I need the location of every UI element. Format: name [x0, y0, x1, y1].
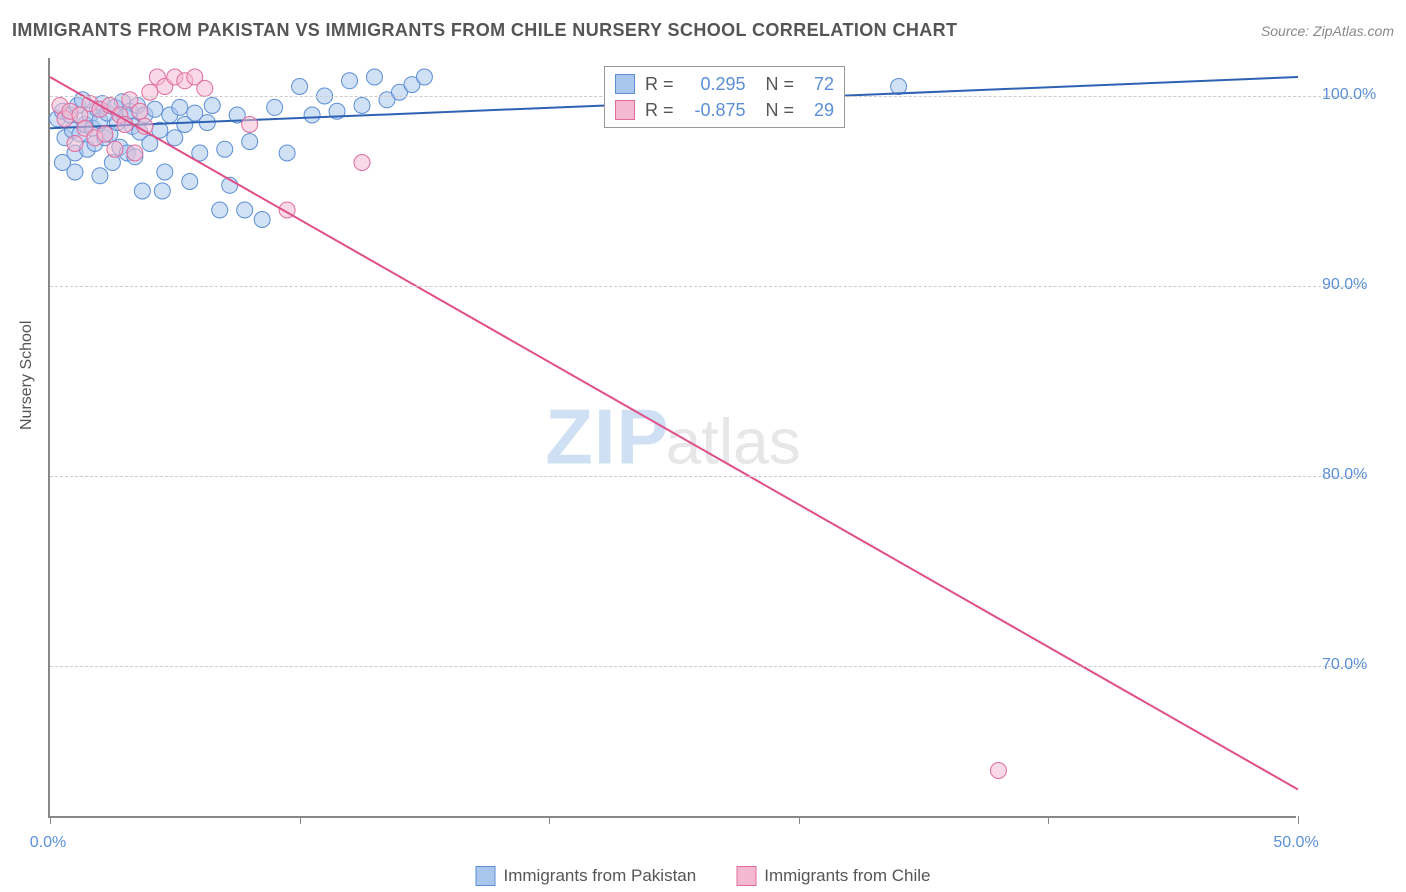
data-point-pakistan [172, 99, 188, 115]
data-point-chile [197, 80, 213, 96]
legend-item: Immigrants from Pakistan [476, 866, 697, 886]
stats-n-label: N = [766, 97, 795, 123]
data-point-pakistan [54, 155, 70, 171]
data-point-chile [142, 84, 158, 100]
data-point-pakistan [279, 145, 295, 161]
data-point-pakistan [134, 183, 150, 199]
x-tick [1298, 816, 1299, 824]
stats-row-chile: R = -0.875 N = 29 [615, 97, 834, 123]
legend-label: Immigrants from Pakistan [504, 866, 697, 886]
stats-r-label: R = [645, 71, 674, 97]
stats-swatch-icon [615, 74, 635, 94]
grid-line [50, 476, 1366, 477]
data-point-chile [97, 126, 113, 142]
chart-title: IMMIGRANTS FROM PAKISTAN VS IMMIGRANTS F… [12, 20, 957, 41]
data-point-chile [990, 763, 1006, 779]
chart-header: IMMIGRANTS FROM PAKISTAN VS IMMIGRANTS F… [12, 20, 1394, 41]
data-point-pakistan [416, 69, 432, 85]
legend: Immigrants from Pakistan Immigrants from … [476, 866, 931, 886]
data-point-pakistan [147, 101, 163, 117]
data-point-pakistan [167, 130, 183, 146]
x-tick [50, 816, 51, 824]
data-point-pakistan [354, 98, 370, 114]
grid-line [50, 286, 1366, 287]
y-tick-label: 100.0% [1322, 86, 1376, 104]
data-point-pakistan [342, 73, 358, 89]
legend-swatch-icon [476, 866, 496, 886]
x-tick [300, 816, 301, 824]
x-tick-label: 0.0% [30, 834, 66, 852]
source-label: Source: [1261, 23, 1313, 39]
scatter-chart: ZIP atlas 70.0%80.0%90.0%100.0% R = 0.29… [48, 58, 1296, 818]
regression-line-chile [50, 77, 1298, 790]
data-point-chile [67, 136, 83, 152]
y-tick-label: 80.0% [1322, 466, 1367, 484]
stats-n-value: 29 [804, 97, 834, 123]
stats-swatch-icon [615, 100, 635, 120]
legend-swatch-icon [736, 866, 756, 886]
data-point-pakistan [92, 168, 108, 184]
data-point-pakistan [267, 99, 283, 115]
y-tick-label: 90.0% [1322, 276, 1367, 294]
data-point-pakistan [254, 212, 270, 228]
y-tick-label: 70.0% [1322, 656, 1367, 674]
data-point-pakistan [891, 79, 907, 95]
data-point-pakistan [304, 107, 320, 123]
x-tick [549, 816, 550, 824]
data-point-chile [107, 141, 123, 157]
data-point-chile [354, 155, 370, 171]
data-point-pakistan [237, 202, 253, 218]
legend-item: Immigrants from Chile [736, 866, 930, 886]
data-point-pakistan [292, 79, 308, 95]
data-point-pakistan [154, 183, 170, 199]
x-tick-label: 50.0% [1273, 834, 1318, 852]
x-tick [799, 816, 800, 824]
data-point-pakistan [212, 202, 228, 218]
stats-r-label: R = [645, 97, 674, 123]
data-point-chile [127, 145, 143, 161]
source-name: ZipAtlas.com [1313, 23, 1394, 39]
data-point-pakistan [157, 164, 173, 180]
legend-label: Immigrants from Chile [764, 866, 930, 886]
chart-source: Source: ZipAtlas.com [1261, 23, 1394, 39]
stats-n-label: N = [766, 71, 795, 97]
data-point-pakistan [182, 174, 198, 190]
stats-r-value: -0.875 [684, 97, 746, 123]
data-point-pakistan [217, 141, 233, 157]
grid-line [50, 666, 1366, 667]
data-point-pakistan [366, 69, 382, 85]
stats-r-value: 0.295 [684, 71, 746, 97]
plot-svg [50, 58, 1298, 818]
x-tick [1048, 816, 1049, 824]
stats-n-value: 72 [804, 71, 834, 97]
data-point-chile [132, 103, 148, 119]
data-point-pakistan [204, 98, 220, 114]
data-point-pakistan [242, 134, 258, 150]
stats-row-pakistan: R = 0.295 N = 72 [615, 71, 834, 97]
correlation-stats-box: R = 0.295 N = 72 R = -0.875 N = 29 [604, 66, 845, 128]
y-axis-label: Nursery School [18, 321, 36, 430]
data-point-chile [242, 117, 258, 133]
